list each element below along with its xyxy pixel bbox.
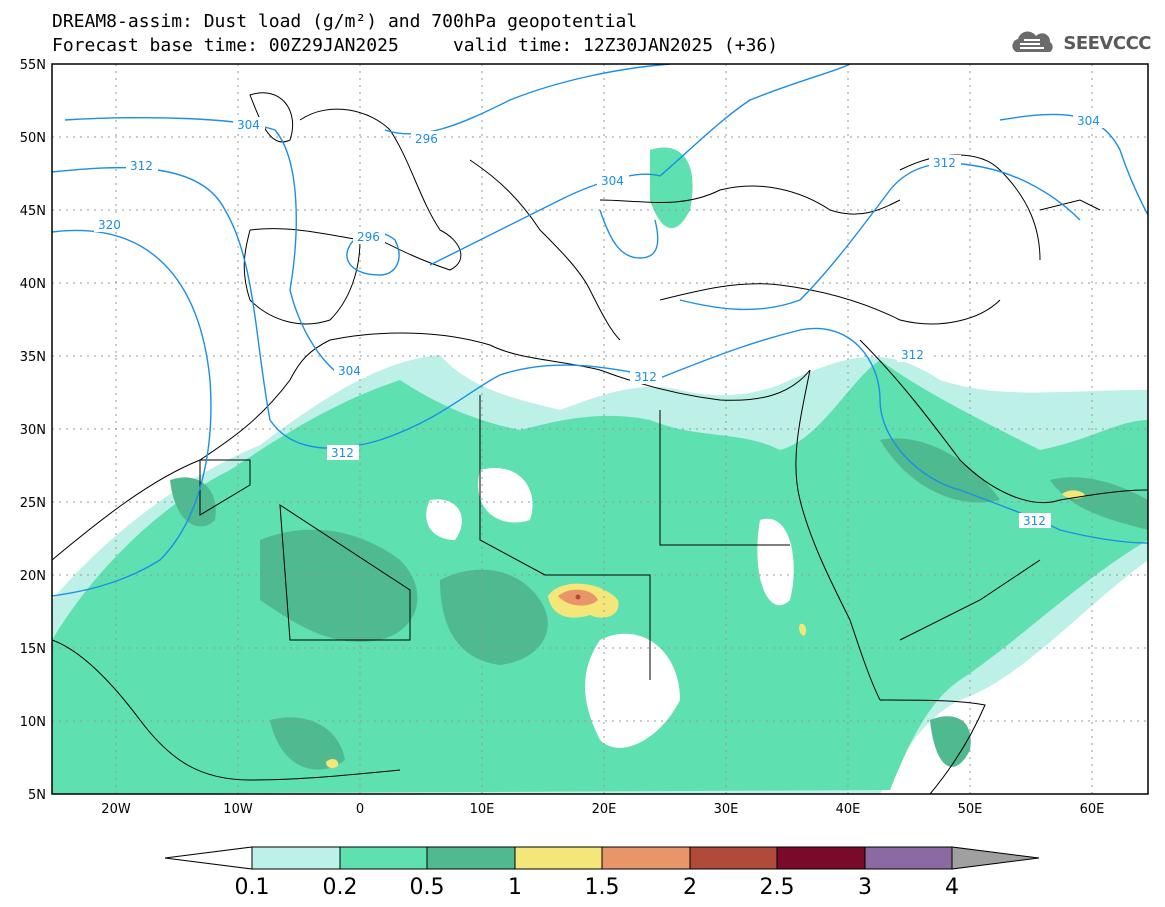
contour-label: 296 xyxy=(415,132,438,146)
colorbar-tick: 2.5 xyxy=(760,875,795,900)
contour-label: 312 xyxy=(901,348,924,362)
colorbar-tick: 1 xyxy=(508,875,522,900)
colorbar-segment xyxy=(864,846,953,870)
contour-labels: 304 296 312 320 296 304 304 312 312 312 … xyxy=(94,113,1105,528)
forecast-times: Forecast base time: 00Z29JAN2025 valid t… xyxy=(52,35,779,56)
colorbar-tick: 1.5 xyxy=(585,875,620,900)
colorbar-tick: 0.5 xyxy=(410,875,445,900)
lat-label: 40N xyxy=(20,277,46,292)
lon-label: 30E xyxy=(714,802,739,817)
colorbar-tick: 0.2 xyxy=(323,875,358,900)
colorbar-segment xyxy=(426,846,516,870)
colorbar-segment xyxy=(339,846,428,870)
lon-label: 10E xyxy=(470,802,495,817)
colorbar-segment xyxy=(601,846,691,870)
lon-label: 20W xyxy=(101,802,131,817)
contour-label: 312 xyxy=(130,159,153,173)
contour-label: 304 xyxy=(237,118,260,132)
colorbar-tick: 0.1 xyxy=(235,875,270,900)
contour-label: 312 xyxy=(331,446,354,460)
coastlines xyxy=(52,92,1148,794)
contour-label: 304 xyxy=(338,364,361,378)
lon-label: 40E xyxy=(836,802,861,817)
colorbar-tick: 2 xyxy=(683,875,697,900)
lat-label: 50N xyxy=(20,131,46,146)
geopotential-contours xyxy=(52,64,1148,597)
contour-label: 312 xyxy=(933,156,956,170)
colorbar-left-arrow xyxy=(164,846,253,870)
contour-label: 304 xyxy=(1077,114,1100,128)
cloud-icon xyxy=(1012,31,1054,52)
lat-label: 20N xyxy=(20,569,46,584)
brand-logo: SEEVCCC xyxy=(1008,28,1151,58)
lat-label: 15N xyxy=(20,642,46,657)
colorbar: 0.1 0.2 0.5 1 1.5 2 2.5 3 4 xyxy=(164,846,1040,900)
lat-label: 35N xyxy=(20,350,46,365)
map-title: DREAM8-assim: Dust load (g/m²) and 700hP… xyxy=(52,11,638,32)
colorbar-tick: 3 xyxy=(858,875,872,900)
colorbar-right-arrow xyxy=(951,846,1040,870)
lat-label: 10N xyxy=(20,715,46,730)
lat-label: 45N xyxy=(20,204,46,219)
colorbar-segment xyxy=(689,846,778,870)
lon-label: 0 xyxy=(356,802,364,817)
colorbar-segment xyxy=(514,846,603,870)
lat-label: 25N xyxy=(20,496,46,511)
lat-label: 30N xyxy=(20,423,46,438)
colorbar-tick: 4 xyxy=(945,875,959,900)
lon-label: 10W xyxy=(223,802,253,817)
lon-axis: 20W 10W 0 10E 20E 30E 40E 50E 60E xyxy=(101,802,1104,817)
lon-label: 50E xyxy=(958,802,983,817)
lat-label: 55N xyxy=(20,58,46,73)
contour-label: 312 xyxy=(1023,514,1046,528)
contour-label: 304 xyxy=(601,174,624,188)
contour-label: 320 xyxy=(98,218,121,232)
colorbar-segment xyxy=(251,846,341,870)
contour-label: 296 xyxy=(357,230,380,244)
brand-name: SEEVCCC xyxy=(1063,32,1151,54)
lat-label: 5N xyxy=(28,788,46,803)
colorbar-segment xyxy=(776,846,866,870)
lat-axis: 55N 50N 45N 40N 35N 30N 25N 20N 15N 10N … xyxy=(20,58,46,803)
contour-label: 312 xyxy=(634,370,657,384)
lon-label: 20E xyxy=(592,802,617,817)
map-frame xyxy=(51,63,1149,795)
lon-label: 60E xyxy=(1080,802,1105,817)
